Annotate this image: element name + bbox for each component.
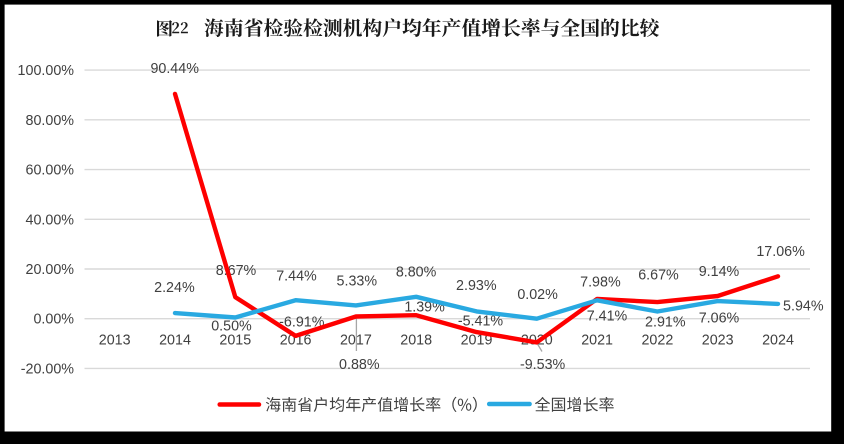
svg-text:5.33%: 5.33% [337,274,378,290]
svg-text:7.44%: 7.44% [276,269,317,285]
svg-text:90.44%: 90.44% [150,61,199,77]
svg-text:7.98%: 7.98% [580,274,621,290]
svg-text:2.24%: 2.24% [154,280,195,296]
svg-text:2021: 2021 [581,333,613,349]
svg-text:2015: 2015 [219,333,251,349]
svg-text:80.00%: 80.00% [26,113,75,129]
svg-text:2023: 2023 [702,333,734,349]
svg-text:-6.91%: -6.91% [279,314,325,330]
svg-text:7.41%: 7.41% [587,309,628,325]
svg-text:2.91%: 2.91% [645,314,686,330]
svg-text:2.93%: 2.93% [456,278,497,294]
svg-text:2016: 2016 [280,333,312,349]
svg-text:20.00%: 20.00% [26,262,75,278]
svg-text:2014: 2014 [159,333,191,349]
svg-text:5.94%: 5.94% [783,299,824,315]
svg-text:2018: 2018 [400,333,432,349]
svg-text:6.67%: 6.67% [638,268,679,284]
svg-text:60.00%: 60.00% [26,163,75,179]
svg-text:0.88%: 0.88% [339,357,380,373]
svg-text:-9.53%: -9.53% [520,357,566,373]
svg-text:0.00%: 0.00% [33,312,74,328]
svg-text:17.06%: 17.06% [756,244,805,260]
svg-text:-5.41%: -5.41% [458,314,504,330]
svg-text:9.14%: 9.14% [699,264,740,280]
svg-text:-20.00%: -20.00% [21,361,75,377]
svg-text:7.06%: 7.06% [699,310,740,326]
svg-text:2013: 2013 [99,333,131,349]
svg-text:8.80%: 8.80% [396,264,437,280]
svg-text:40.00%: 40.00% [26,212,75,228]
svg-text:0.02%: 0.02% [517,287,558,303]
svg-text:0.50%: 0.50% [211,318,252,334]
svg-text:2024: 2024 [762,333,794,349]
svg-text:8.67%: 8.67% [216,263,257,279]
svg-text:100.00%: 100.00% [18,63,75,79]
svg-text:2022: 2022 [641,333,673,349]
svg-text:2019: 2019 [461,333,493,349]
